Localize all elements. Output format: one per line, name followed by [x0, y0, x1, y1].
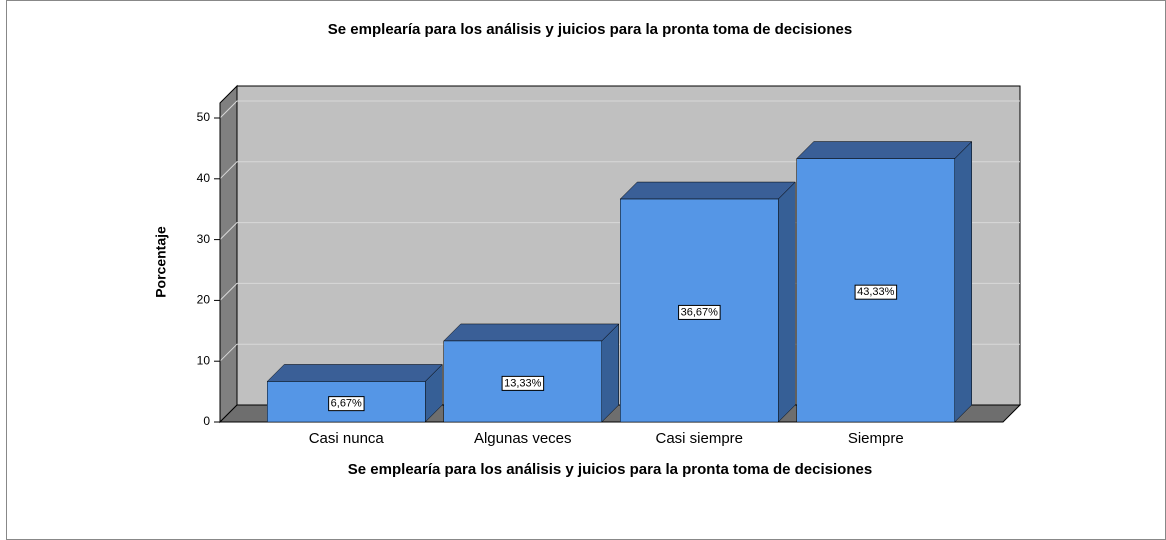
- y-tick-label: 10: [197, 353, 211, 367]
- bar-top: [619, 181, 796, 200]
- y-tick-label: 0: [203, 414, 210, 428]
- value-label-box: [678, 304, 721, 320]
- value-label-box: [501, 375, 545, 391]
- x-tick-label: Siempre: [848, 430, 904, 447]
- x-axis-label: Se emplearía para los análisis y juicios…: [348, 461, 872, 478]
- bar-top: [443, 323, 620, 342]
- value-label-text: 13,33%: [504, 377, 542, 389]
- y-axis-label: Porcentaje: [153, 226, 169, 298]
- value-label-text: 6,67%: [331, 398, 362, 410]
- x-tick-label: Casi nunca: [309, 430, 385, 447]
- bar-top: [796, 141, 973, 159]
- value-label-box: [854, 284, 898, 300]
- y-tick-label: 50: [197, 110, 211, 124]
- chart-title: Se emplearía para los análisis y juicios…: [328, 21, 852, 38]
- value-label: 13,33%: [501, 375, 545, 391]
- value-label: 43,33%: [854, 284, 898, 300]
- x-tick-label: Algunas veces: [474, 430, 572, 447]
- side-wall: [219, 84, 238, 424]
- value-label-text: 43,33%: [857, 286, 895, 298]
- grid-line: [219, 100, 1020, 119]
- value-label: 6,67%: [328, 396, 365, 412]
- bar-top: [266, 364, 443, 382]
- y-tick-label: 30: [197, 232, 211, 246]
- value-label-box: [328, 396, 365, 412]
- plot: 0 10 20 30 40 50 Casi nunca 6,67% Algunas veces 1…: [197, 84, 1022, 447]
- y-tick-label: 40: [197, 171, 211, 185]
- bar-side: [954, 140, 972, 423]
- y-tick-label: 20: [197, 293, 211, 307]
- bar-side: [778, 181, 796, 423]
- x-tick-label: Casi siempre: [655, 430, 743, 447]
- value-label-text: 36,67%: [681, 306, 719, 318]
- grid-line: [219, 161, 1020, 180]
- value-label: 36,67%: [678, 304, 721, 320]
